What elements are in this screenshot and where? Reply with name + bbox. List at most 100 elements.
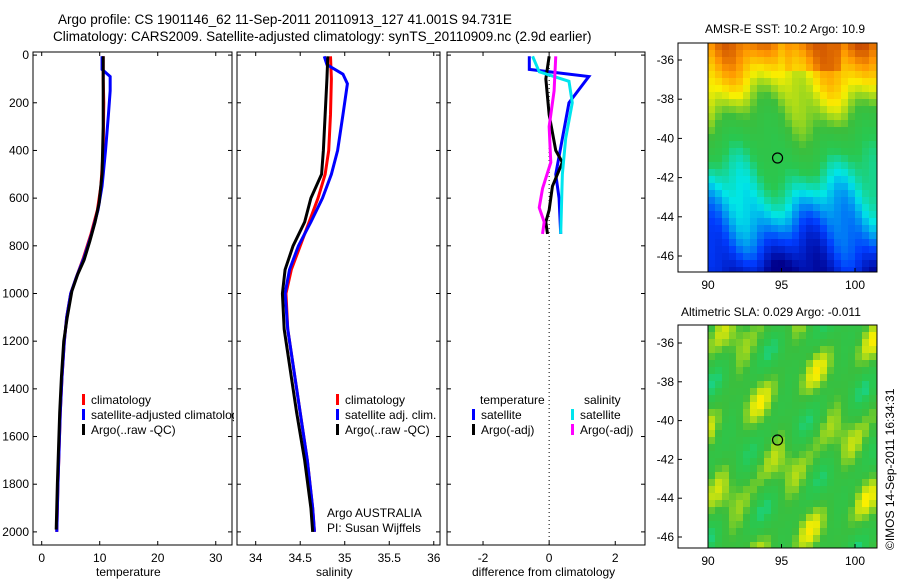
map-cell (855, 542, 862, 548)
map-cell (722, 253, 729, 260)
map-cell (757, 253, 764, 260)
map-cell (792, 148, 799, 155)
map-cell (764, 388, 771, 395)
map-cell (771, 493, 778, 500)
map-cell (820, 444, 827, 451)
map-cell (708, 71, 715, 78)
map-cell (778, 402, 785, 409)
map-cell (869, 260, 876, 267)
map-cell (771, 535, 778, 542)
map-cell (736, 451, 743, 458)
map-cell (715, 183, 722, 190)
map-cell (799, 92, 806, 99)
map-cell (771, 253, 778, 260)
map-cell (736, 360, 743, 367)
map-cell (827, 64, 834, 71)
map-cell (848, 381, 855, 388)
map-cell (820, 353, 827, 360)
map-cell (785, 176, 792, 183)
map-cell (834, 339, 841, 346)
map-cell (771, 514, 778, 521)
map-cell (778, 332, 785, 339)
map-cell (855, 514, 862, 521)
map-cell (834, 535, 841, 542)
map-cell (813, 260, 820, 267)
map-cell (715, 374, 722, 381)
map-cell (778, 430, 785, 437)
map-cell (869, 218, 876, 225)
map-cell (764, 521, 771, 528)
y-tick-label: -44 (657, 210, 675, 224)
map-cell (757, 204, 764, 211)
map-cell (764, 479, 771, 486)
salinity-xlabel: salinity (316, 565, 353, 579)
map-cell (820, 43, 827, 50)
map-cell (757, 120, 764, 127)
map-cell (834, 507, 841, 514)
map-cell (743, 416, 750, 423)
map-cell (792, 155, 799, 162)
map-cell (869, 486, 876, 493)
map-cell (806, 535, 813, 542)
map-cell (708, 113, 715, 120)
map-cell (778, 458, 785, 465)
map-cell (729, 409, 736, 416)
map-cell (715, 92, 722, 99)
map-cell (848, 402, 855, 409)
map-cell (722, 162, 729, 169)
map-cell (736, 162, 743, 169)
map-cell (736, 535, 743, 542)
map-cell (869, 493, 876, 500)
x-tick-label: 20 (151, 551, 165, 565)
map-cell (750, 325, 757, 332)
map-cell (813, 218, 820, 225)
map-cell (834, 99, 841, 106)
map-cell (799, 232, 806, 239)
map-cell (869, 437, 876, 444)
map-cell (729, 339, 736, 346)
map-cell (813, 169, 820, 176)
map-cell (729, 381, 736, 388)
map-cell (750, 395, 757, 402)
map-cell (848, 50, 855, 57)
map-cell (813, 155, 820, 162)
map-cell (792, 253, 799, 260)
map-cell (806, 437, 813, 444)
map-cell (743, 472, 750, 479)
map-cell (729, 239, 736, 246)
map-cell (750, 176, 757, 183)
map-cell (855, 218, 862, 225)
map-cell (827, 232, 834, 239)
map-cell (792, 211, 799, 218)
map-cell (813, 500, 820, 507)
map-cell (715, 430, 722, 437)
map-cell (764, 253, 771, 260)
map-axes (677, 42, 878, 273)
argo-position-marker (771, 434, 784, 446)
map-cell (778, 71, 785, 78)
map-cell (743, 514, 750, 521)
map-cell (820, 402, 827, 409)
map-cell (757, 183, 764, 190)
map-cell (799, 253, 806, 260)
legend-swatch (571, 424, 574, 435)
map-cell (834, 190, 841, 197)
map-cell (799, 423, 806, 430)
map-cell (757, 444, 764, 451)
map-cell (778, 388, 785, 395)
map-cell (750, 239, 757, 246)
map-cell (827, 239, 834, 246)
map-cell (778, 353, 785, 360)
map-cell (841, 99, 848, 106)
map-cell (862, 507, 869, 514)
map-cell (827, 465, 834, 472)
x-tick-label: 100 (845, 278, 865, 292)
map-cell (813, 232, 820, 239)
map-cell (715, 437, 722, 444)
map-cell (708, 381, 715, 388)
map-cell (813, 211, 820, 218)
map-cell (862, 493, 869, 500)
map-cell (785, 465, 792, 472)
map-cell (792, 141, 799, 148)
map-cell (771, 444, 778, 451)
